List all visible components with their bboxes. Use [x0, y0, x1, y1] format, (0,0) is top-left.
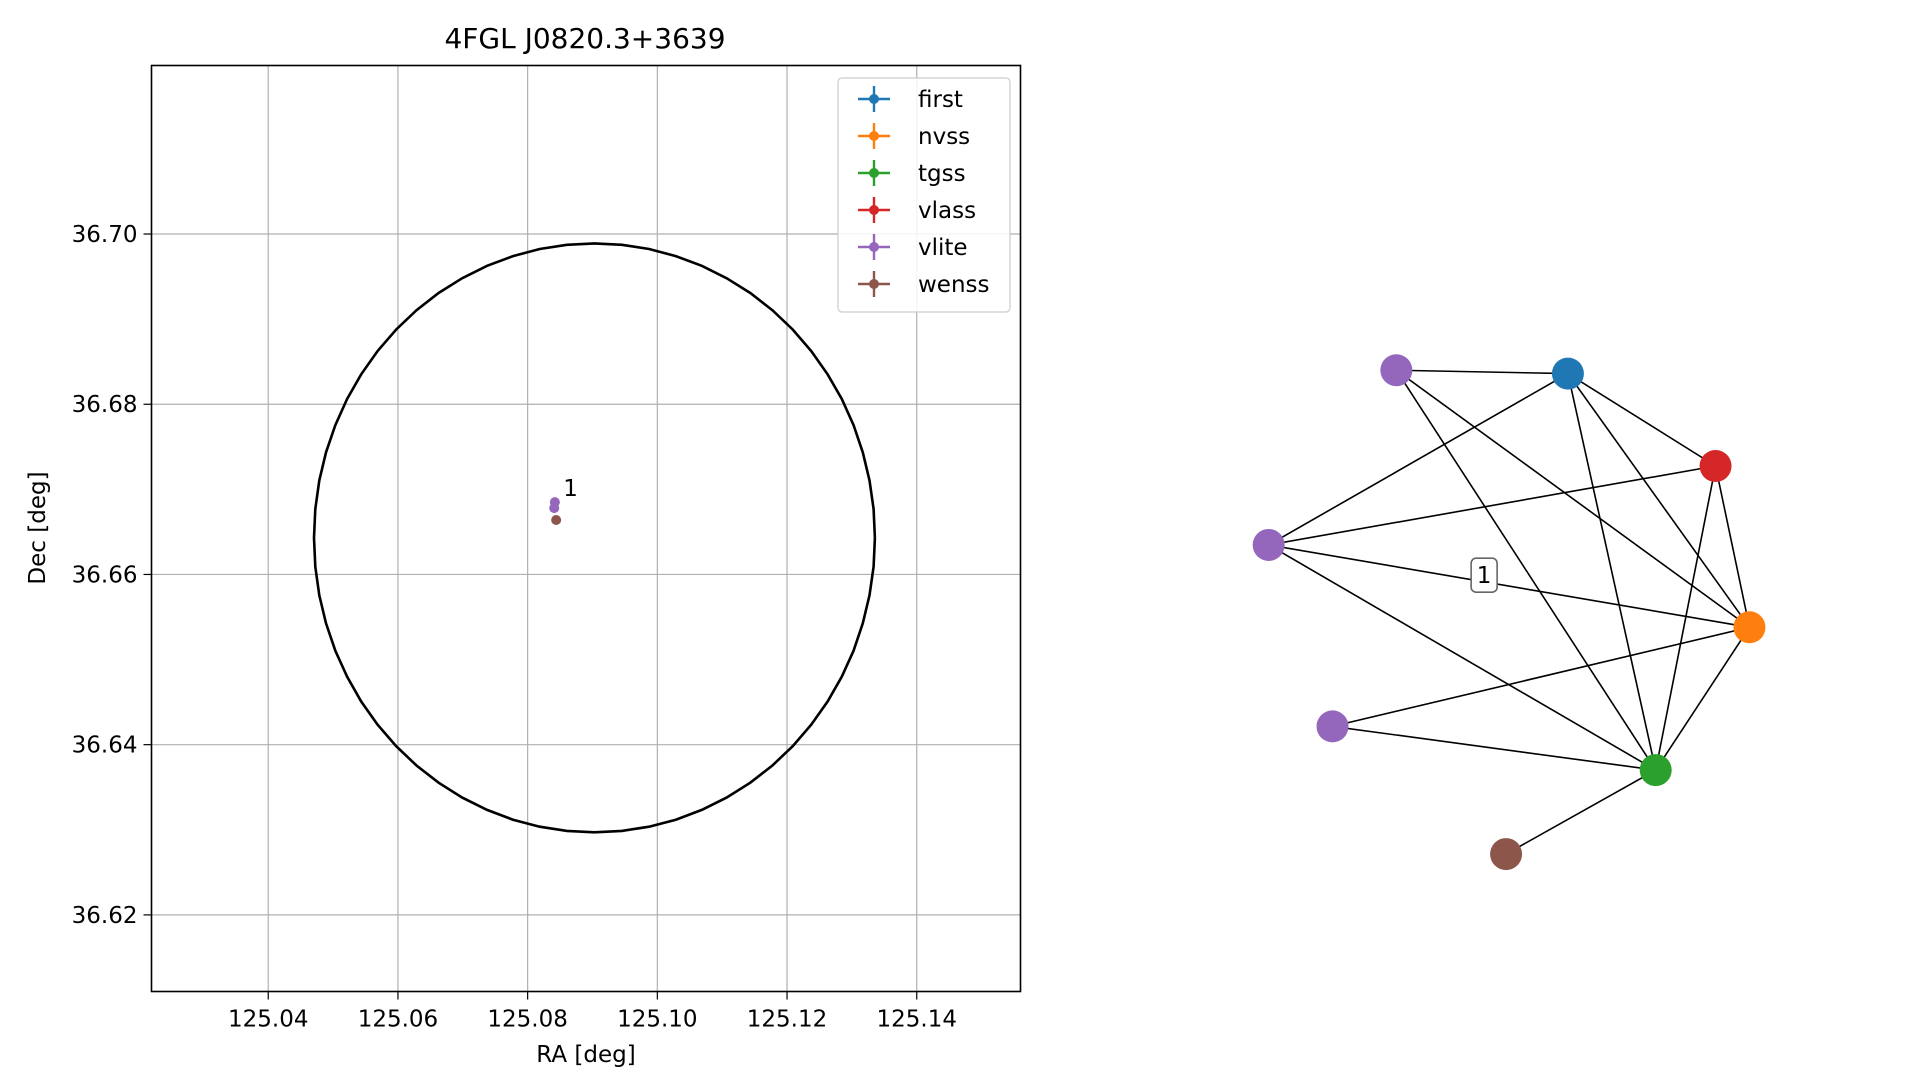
- graph-edge: [1655, 626, 1751, 771]
- legend-marker-dot: [869, 168, 879, 178]
- graph-label: 1: [1477, 563, 1492, 589]
- x-axis-ticks: 125.04 125.06 125.08 125.10 125.12 125.14: [228, 991, 957, 1033]
- graph-label-box: [1470, 557, 1498, 594]
- graph-nodes: [1252, 354, 1766, 871]
- data-point-vlite: [549, 503, 560, 514]
- x-tick-label: 125.06: [358, 1007, 438, 1033]
- legend-marker-dot: [869, 94, 879, 104]
- graph-edge: [1567, 373, 1751, 628]
- legend-label: first: [918, 87, 963, 113]
- legend-label: vlass: [918, 198, 976, 224]
- error-ellipse: [312, 242, 877, 834]
- graph-edge: [1268, 372, 1569, 546]
- x-tick-label: 125.14: [876, 1007, 956, 1033]
- graph-node-tgss: [1639, 754, 1672, 787]
- legend-marker-dot: [869, 205, 879, 215]
- y-tick-label: 36.62: [72, 903, 138, 929]
- graph-node-wenss: [1490, 838, 1523, 871]
- graph-edges: [1268, 369, 1751, 855]
- graph-node-vlite: [1252, 528, 1285, 561]
- legend-label: nvss: [918, 124, 970, 150]
- legend-marker-dot: [869, 242, 879, 252]
- graph-edge: [1395, 369, 1657, 771]
- y-tick-label: 36.66: [72, 562, 138, 588]
- data-points-layer: [549, 497, 562, 525]
- x-tick-label: 125.10: [617, 1007, 697, 1033]
- y-tick-label: 36.64: [72, 733, 138, 759]
- point-annotation: 1: [563, 476, 578, 502]
- network-graph-panel: 1: [1252, 354, 1766, 871]
- graph-node-vlass: [1699, 450, 1732, 482]
- legend: first nvss tgss vlass vlite wenss: [837, 77, 1011, 313]
- graph-edge: [1395, 369, 1750, 628]
- graph-edge: [1567, 372, 1716, 467]
- y-axis-ticks: 36.62 36.64 36.66 36.68 36.70: [72, 222, 152, 929]
- legend-label: vlite: [918, 235, 968, 261]
- graph-edge: [1505, 769, 1657, 855]
- legend-marker-dot: [869, 131, 879, 141]
- error-ellipse-layer: [312, 242, 877, 834]
- y-axis-label: Dec [deg]: [25, 471, 51, 584]
- x-tick-label: 125.04: [228, 1007, 308, 1033]
- y-tick-label: 36.70: [72, 222, 138, 248]
- graph-edge: [1268, 544, 1657, 771]
- plot-area-frame: [150, 64, 1022, 993]
- legend-marker-dot: [869, 279, 879, 289]
- x-axis-label: RA [deg]: [536, 1042, 635, 1068]
- y-tick-label: 36.68: [72, 392, 138, 418]
- graph-edge: [1268, 544, 1750, 629]
- graph-edge: [1268, 465, 1716, 546]
- graph-edge: [1396, 369, 1568, 375]
- x-tick-label: 125.12: [747, 1007, 827, 1033]
- graph-node-nvss: [1733, 611, 1766, 644]
- graph-edge: [1332, 626, 1750, 728]
- graph-node-first: [1551, 357, 1584, 390]
- sky-map-panel: 4FGL J0820.3+3639 1 125.04 125.06 125.08 12…: [25, 22, 1022, 1068]
- graph-edge: [1332, 725, 1656, 771]
- data-point-wenss: [551, 514, 562, 525]
- annotations-layer: 1: [563, 476, 578, 502]
- legend-label: wenss: [918, 272, 990, 298]
- x-tick-label: 125.08: [487, 1007, 567, 1033]
- graph-labels: 1: [1470, 557, 1498, 594]
- graph-edge: [1654, 465, 1717, 771]
- graph-node-vlite: [1380, 354, 1413, 387]
- graph-edge: [1567, 373, 1657, 771]
- legend-label: tgss: [918, 161, 966, 187]
- graph-edge: [1714, 465, 1751, 628]
- graph-node-vlite: [1316, 710, 1349, 743]
- chart-title: 4FGL J0820.3+3639: [444, 22, 725, 55]
